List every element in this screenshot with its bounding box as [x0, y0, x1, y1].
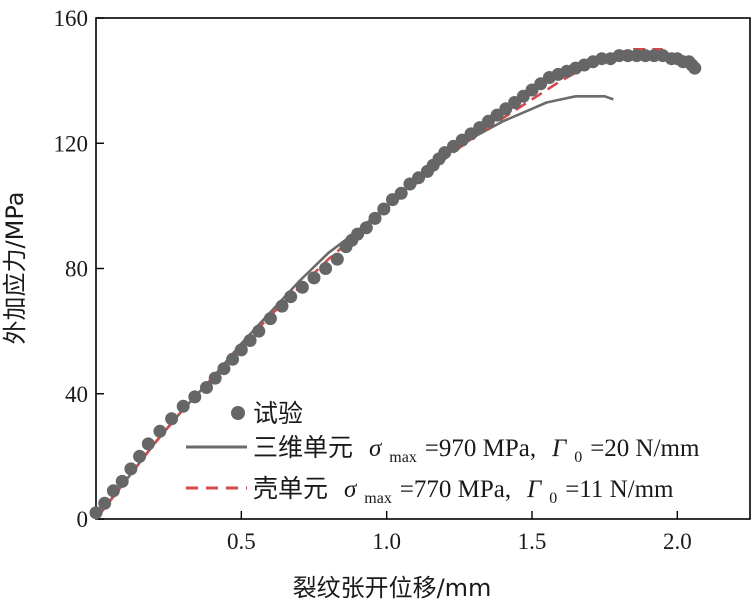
data-point-experiment	[176, 399, 190, 413]
data-point-experiment	[368, 211, 382, 225]
data-point-experiment	[295, 280, 309, 294]
data-point-experiment	[133, 449, 147, 463]
y-tick-label: 0	[77, 507, 89, 532]
data-point-experiment	[243, 334, 257, 347]
x-tick-label: 2.0	[663, 529, 692, 554]
y-tick-label: 120	[54, 131, 89, 156]
y-tick-label: 40	[65, 382, 88, 407]
axis-ticks: 0.5 1.0 1.5 2.0 0 40 80 120 160	[54, 6, 692, 554]
data-point-experiment	[377, 202, 391, 216]
data-point-experiment	[284, 290, 298, 304]
data-point-experiment	[688, 61, 702, 75]
data-point-experiment	[89, 506, 103, 520]
legend-marker-experiment	[231, 406, 245, 420]
data-point-experiment	[394, 186, 408, 200]
data-point-experiment	[252, 324, 266, 338]
x-axis-title: 裂纹张开位移/mm	[293, 574, 492, 602]
x-tick-label: 0.5	[227, 529, 256, 554]
data-point-experiment	[275, 299, 289, 313]
plot-area: 0.5 1.0 1.5 2.0 0 40 80 120 160	[54, 6, 751, 554]
legend-label-shell-element: 壳单元 σ max =770 MPa, Γ 0 =11 N/mm	[253, 474, 674, 509]
data-point-experiment	[98, 496, 112, 510]
data-point-experiment	[226, 352, 240, 366]
series-layer	[89, 47, 702, 520]
legend-label-experiment: 试验	[253, 399, 303, 428]
y-tick-label: 160	[54, 6, 89, 31]
data-point-experiment	[115, 474, 129, 488]
data-point-experiment	[153, 424, 167, 438]
y-axis-title: 外加应力/MPa	[1, 192, 29, 345]
data-point-experiment	[124, 462, 138, 476]
data-point-experiment	[188, 390, 202, 404]
data-point-experiment	[165, 412, 179, 426]
data-point-experiment	[217, 362, 231, 376]
data-point-experiment	[208, 371, 222, 385]
data-point-experiment	[307, 271, 321, 285]
data-point-experiment	[263, 312, 277, 326]
data-point-experiment	[141, 437, 155, 451]
data-point-experiment	[359, 221, 373, 235]
legend-label-3d-element: 三维单元 σ max =970 MPa, Γ 0 =20 N/mm	[253, 433, 700, 468]
data-point-experiment	[106, 484, 120, 498]
x-tick-label: 1.0	[372, 529, 401, 554]
data-point-experiment	[319, 262, 333, 275]
data-point-experiment	[200, 381, 213, 394]
data-point-experiment	[330, 252, 344, 266]
data-point-experiment	[234, 343, 248, 357]
x-tick-label: 1.5	[518, 529, 547, 554]
legend: 试验 三维单元 σ max =970 MPa, Γ 0 =20 N/mm 壳单元…	[186, 399, 700, 509]
y-tick-label: 80	[65, 257, 88, 282]
